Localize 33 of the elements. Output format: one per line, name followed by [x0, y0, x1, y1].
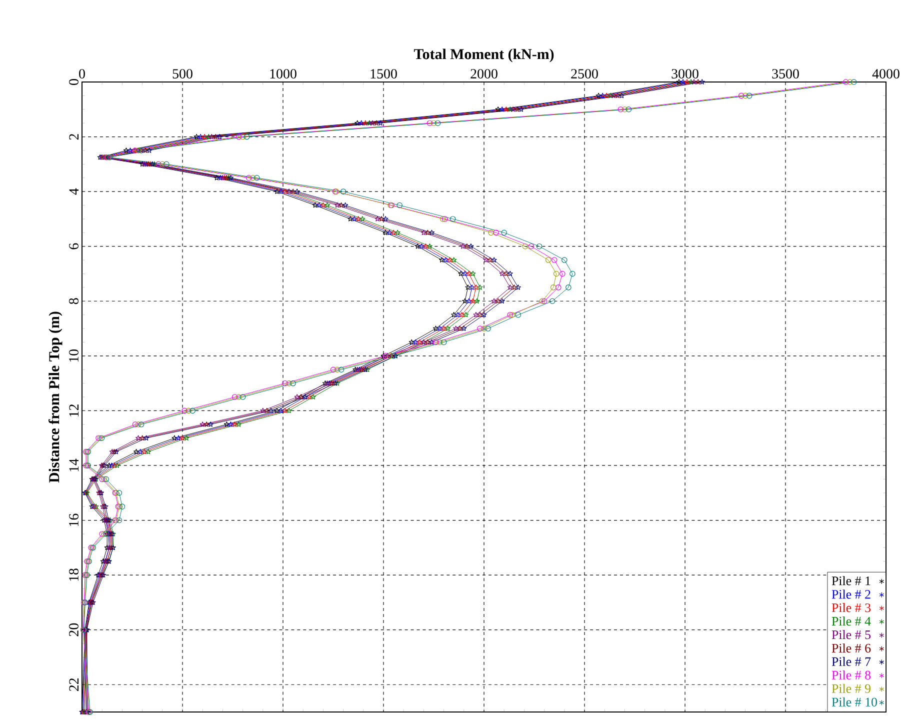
y-tick-label: 2	[69, 134, 78, 140]
y-tick-label: 4	[69, 188, 78, 195]
y-axis-title: Distance from Pile Top (m)	[48, 312, 62, 483]
y-tick-label: 12	[69, 404, 78, 416]
y-tick-label: 18	[69, 568, 78, 581]
legend-label: Pile # 3	[832, 603, 871, 612]
legend-label: Pile # 2	[832, 590, 870, 599]
y-tick-label: 14	[69, 458, 78, 472]
x-tick-label: 3500	[772, 69, 799, 78]
legend-label: Pile # 4	[832, 616, 871, 626]
y-tick-label: 20	[69, 623, 78, 636]
x-tick-label: 1000	[270, 69, 296, 78]
x-tick-label: 2500	[571, 69, 598, 78]
y-tick-label: 8	[69, 298, 78, 304]
legend-label: Pile # 6	[832, 643, 871, 653]
legend-label: Pile # 8	[832, 670, 871, 680]
legend-label: Pile # 5	[832, 630, 871, 640]
legend-label: Pile # 1	[832, 576, 870, 586]
y-tick-label: 6	[69, 243, 78, 250]
x-tick-label: 500	[172, 69, 192, 78]
legend-label: Pile # 7	[832, 656, 871, 666]
y-tick-label: 16	[69, 514, 78, 526]
y-tick-label: 0	[69, 79, 78, 85]
x-tick-label: 4000	[872, 69, 900, 78]
y-tick-label: 22	[69, 678, 78, 691]
x-tick-label: 3000	[672, 69, 698, 78]
x-tick-label: 0	[79, 69, 85, 78]
x-axis-title: Total Moment (kN-m)	[414, 48, 554, 62]
legend-label: Pile # 10	[832, 697, 878, 706]
x-tick-label: 2000	[470, 69, 498, 78]
legend-label: Pile # 9	[832, 684, 870, 693]
y-tick-label: 10	[69, 349, 78, 362]
x-tick-label: 1500	[370, 69, 397, 78]
